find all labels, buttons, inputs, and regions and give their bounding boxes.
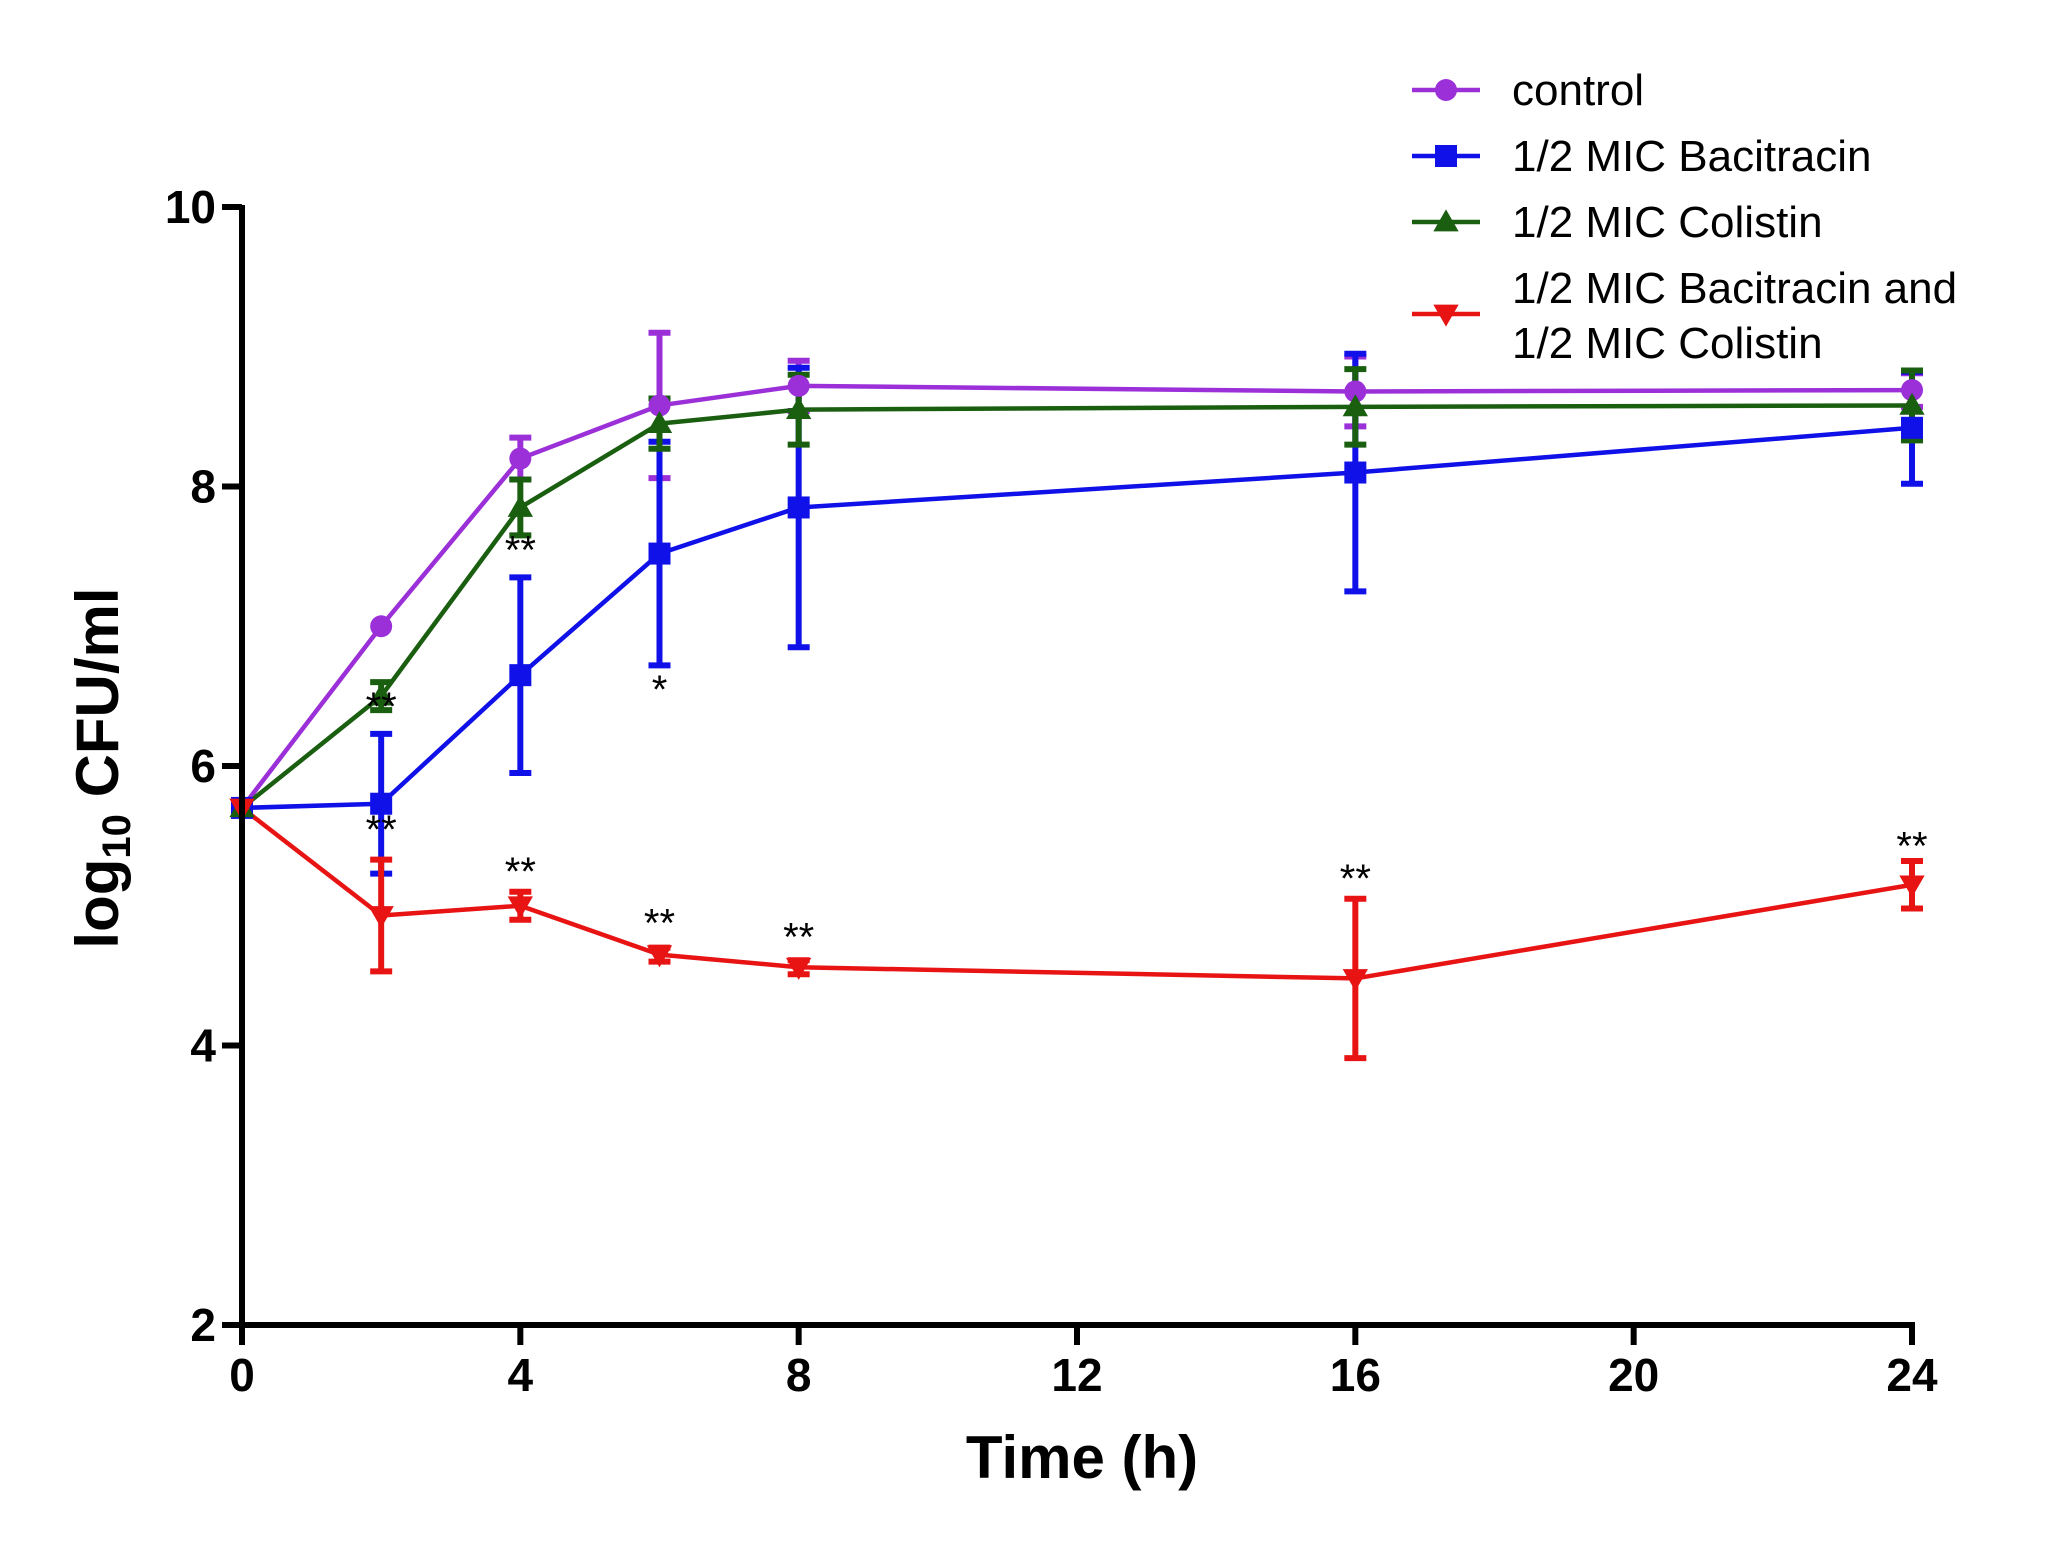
x-tick-label: 20 <box>1608 1349 1659 1401</box>
data-point <box>646 410 673 433</box>
data-point <box>1342 969 1368 992</box>
y-tick-label: 2 <box>190 1299 216 1351</box>
data-point <box>507 896 533 919</box>
legend-label: 1/2 MIC Colistin <box>1512 198 1823 247</box>
legend: control 1/2 MIC Bacitracin 1/2 MIC Colisti… <box>1412 66 1957 368</box>
data-point <box>1344 461 1367 484</box>
legend-entry: control <box>1412 66 1644 115</box>
significance-annotation: ** <box>505 528 536 572</box>
x-tick-label: 24 <box>1886 1349 1938 1401</box>
significance-annotation: ** <box>1896 825 1927 869</box>
y-axis-title-subscript: 10 <box>95 814 139 859</box>
data-point <box>1901 379 1923 402</box>
series-lines <box>240 383 1913 981</box>
significance-annotation: ** <box>366 685 397 729</box>
data-point <box>646 945 673 968</box>
series-markers <box>229 374 1925 992</box>
x-tick-label: 0 <box>229 1349 255 1401</box>
significance-annotation: * <box>652 668 668 712</box>
y-tick-label: 10 <box>165 181 216 233</box>
data-point <box>786 957 812 980</box>
data-point <box>1899 875 1925 898</box>
legend-marker <box>1435 79 1457 101</box>
x-axis-title: Time (h) <box>966 1424 1198 1491</box>
legend-entry: 1/2 MIC Bacitracin <box>1412 132 1871 181</box>
significance-annotation: ** <box>1340 857 1371 901</box>
significance-annotation: ** <box>505 850 536 894</box>
data-point <box>1342 394 1368 417</box>
legend-marker <box>1433 304 1459 327</box>
series-line-4 <box>240 806 1913 981</box>
legend-label: 1/2 MIC Bacitracin <box>1512 132 1871 181</box>
data-point <box>509 664 532 687</box>
data-point <box>787 496 810 519</box>
data-point <box>370 615 393 638</box>
data-point <box>786 396 812 419</box>
data-point <box>648 542 671 565</box>
significance-annotation: ** <box>644 901 675 945</box>
data-point <box>648 394 671 417</box>
data-point <box>787 374 810 397</box>
legend-entry: 1/2 MIC Bacitracin and 1/2 MIC Colistin <box>1412 264 1957 368</box>
legend-entry: 1/2 MIC Colistin <box>1412 198 1823 247</box>
x-tick-label: 12 <box>1051 1349 1102 1401</box>
series-line-2 <box>241 425 1913 811</box>
y-tick-label: 8 <box>190 461 216 513</box>
significance-annotation: ** <box>783 915 814 959</box>
data-point <box>1344 380 1367 403</box>
y-axis-title: log10 CFU/ml <box>64 587 139 948</box>
error-bars <box>370 329 1923 1062</box>
x-tick-label: 16 <box>1330 1349 1381 1401</box>
data-point <box>1899 392 1925 415</box>
data-point <box>507 494 533 517</box>
y-axis-title-suffix: CFU/ml <box>64 587 131 814</box>
legend-label: control <box>1512 66 1644 115</box>
legend-marker <box>1435 145 1457 167</box>
x-tick-label: 8 <box>786 1349 812 1401</box>
legend-marker <box>1433 209 1459 232</box>
data-point <box>368 683 394 706</box>
x-tick-label: 4 <box>508 1349 534 1401</box>
legend-label: 1/2 MIC Bacitracin and <box>1512 264 1957 313</box>
significance-annotation: ** <box>366 808 397 852</box>
series-line-3 <box>240 403 1913 810</box>
data-point <box>1901 416 1923 439</box>
data-point <box>509 447 532 470</box>
y-axis-title-prefix: log <box>64 859 131 949</box>
data-point <box>368 906 394 929</box>
significance-annotations: *********** ****** <box>366 528 1928 959</box>
y-tick-label: 4 <box>190 1020 216 1072</box>
y-tick-label: 6 <box>190 740 216 792</box>
data-point <box>370 792 393 815</box>
legend-label: 1/2 MIC Colistin <box>1512 319 1823 368</box>
